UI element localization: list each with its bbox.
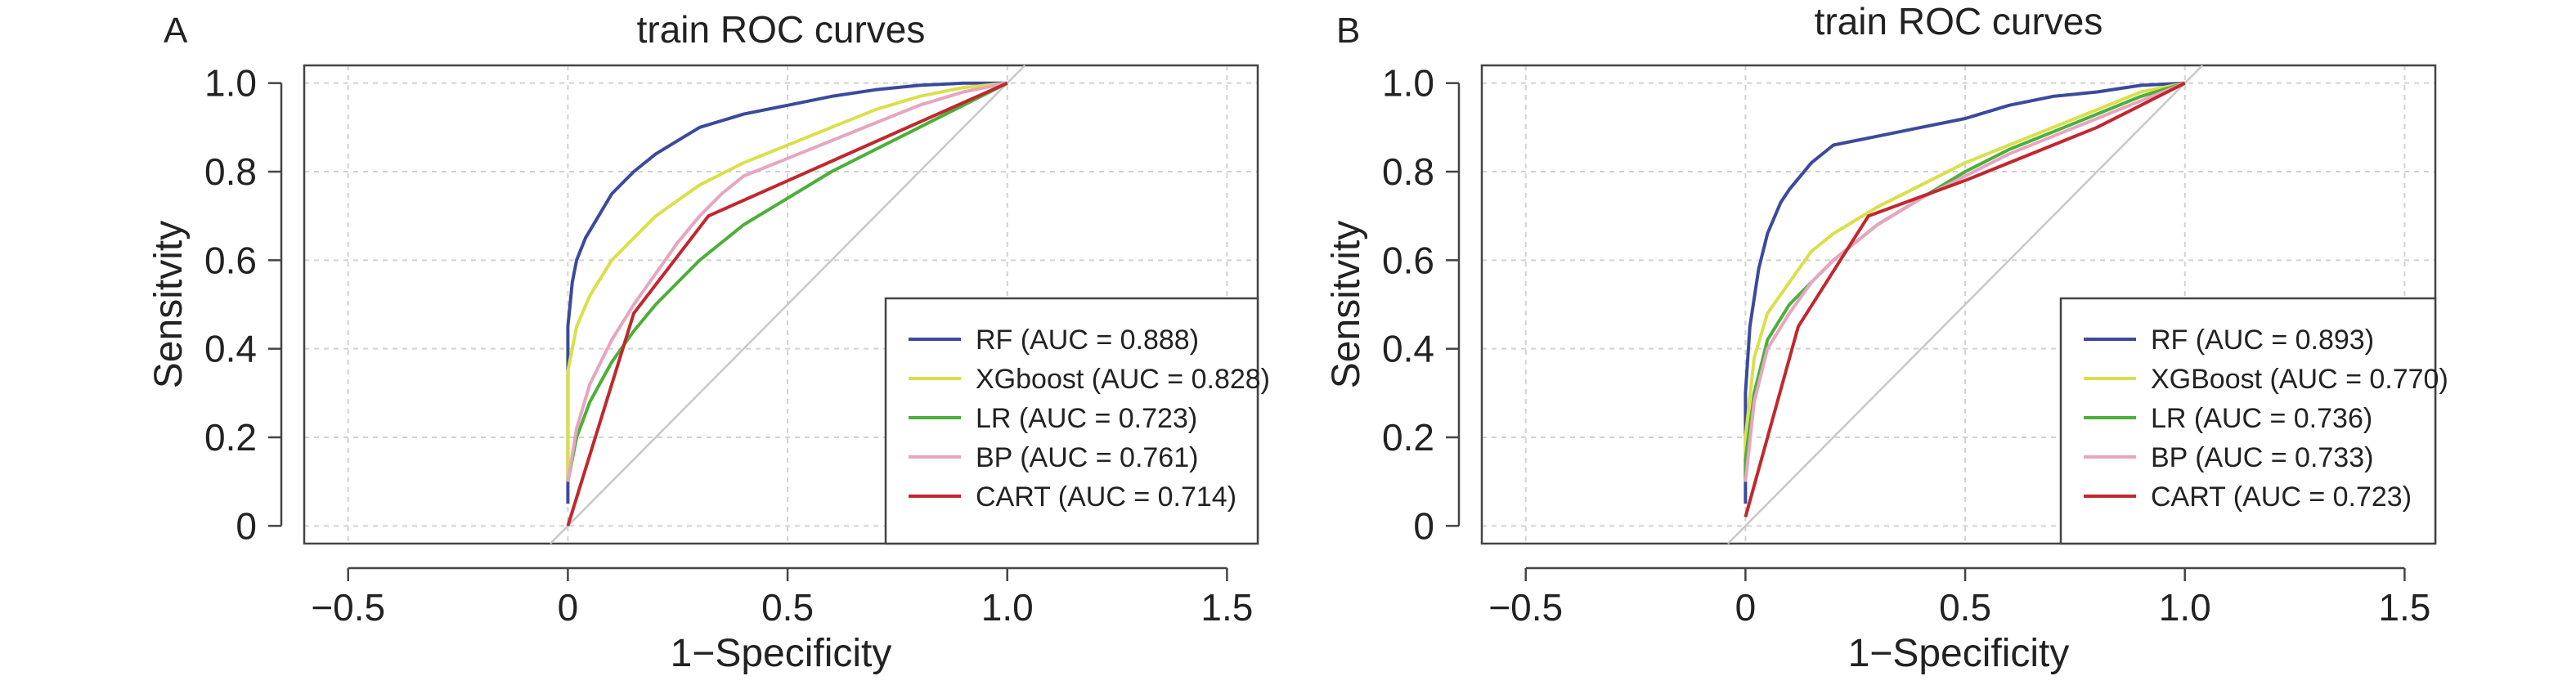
- x-tick-label: 0: [1735, 586, 1757, 629]
- legend-entry: XGBoost (AUC = 0.770): [2151, 364, 2448, 395]
- x-tick-label: −0.5: [1488, 586, 1563, 629]
- legend-entry: BP (AUC = 0.761): [976, 442, 1198, 473]
- x-tick-label: 0: [558, 586, 579, 629]
- x-tick-label: 1.0: [2159, 586, 2211, 629]
- roc-curve-cart: [566, 81, 1008, 526]
- y-tick-label: 0.6: [1382, 239, 1434, 281]
- x-tick-label: 1.5: [2378, 586, 2430, 629]
- panel-label: A: [164, 11, 188, 51]
- y-tick-label: 0: [236, 504, 257, 547]
- roc-curve-cart: [1744, 81, 2186, 518]
- legend-entry: RF (AUC = 0.888): [976, 325, 1199, 356]
- chart-title: train ROC curves: [637, 8, 926, 51]
- y-tick-label: 0.4: [204, 328, 257, 370]
- legend-entry: BP (AUC = 0.733): [2151, 442, 2373, 473]
- x-tick-label: 1.5: [1200, 586, 1253, 629]
- y-tick-label: 0.2: [1382, 416, 1434, 459]
- reference-diagonal: [1727, 65, 2204, 544]
- x-tick-label: 1.0: [981, 586, 1034, 629]
- x-tick-label: −0.5: [311, 586, 385, 629]
- chart-title: train ROC curves: [1815, 0, 2103, 43]
- panel-b: −0.5 0 0.5 1.0 1.5 0 0.2 0.4 0.6 0.8 1.0 train ROC …: [1325, 0, 2448, 675]
- legend-entry: CART (AUC = 0.714): [976, 481, 1236, 513]
- legend-entry: RF (AUC = 0.893): [2151, 325, 2374, 356]
- y-tick-label: 0.2: [204, 416, 257, 459]
- roc-curve-lr: [566, 81, 1008, 482]
- x-tick-label: 0.5: [1939, 586, 1991, 629]
- y-tick-label: 0.6: [204, 239, 257, 281]
- roc-curve-bp: [1744, 81, 2186, 482]
- roc-curve-xgboost: [566, 81, 1008, 482]
- panel-a: −0.5 0 0.5 1.0 1.5 0 0.2 0.4 0.6 0.8 1.0 train ROC …: [147, 8, 1270, 675]
- y-tick-label: 0.8: [204, 150, 257, 193]
- panel-label: B: [1336, 11, 1360, 51]
- y-tick-label: 0.4: [1382, 328, 1434, 370]
- x-axis-label: 1−Specificity: [671, 632, 892, 675]
- legend-entry: LR (AUC = 0.723): [976, 403, 1197, 434]
- roc-curve-xgboost: [1744, 81, 2186, 482]
- y-tick-label: 1.0: [1382, 62, 1434, 105]
- y-axis-label: Sensitvity: [147, 221, 191, 388]
- y-axis-label: Sensitvity: [1325, 221, 1368, 388]
- legend-entry: CART (AUC = 0.723): [2151, 481, 2412, 513]
- reference-diagonal: [550, 65, 1026, 544]
- roc-curve-rf: [566, 81, 1008, 504]
- y-tick-label: 1.0: [204, 62, 257, 105]
- y-tick-label: 0.8: [1382, 150, 1434, 193]
- roc-curve-rf: [1744, 81, 2185, 504]
- legend-entry: XGboost (AUC = 0.828): [976, 364, 1270, 395]
- legend-entry: LR (AUC = 0.736): [2151, 403, 2372, 434]
- roc-curve-bp: [566, 81, 1008, 482]
- x-axis-label: 1−Specificity: [1848, 632, 2070, 675]
- y-tick-label: 0: [1413, 504, 1434, 547]
- x-tick-label: 0.5: [761, 586, 814, 629]
